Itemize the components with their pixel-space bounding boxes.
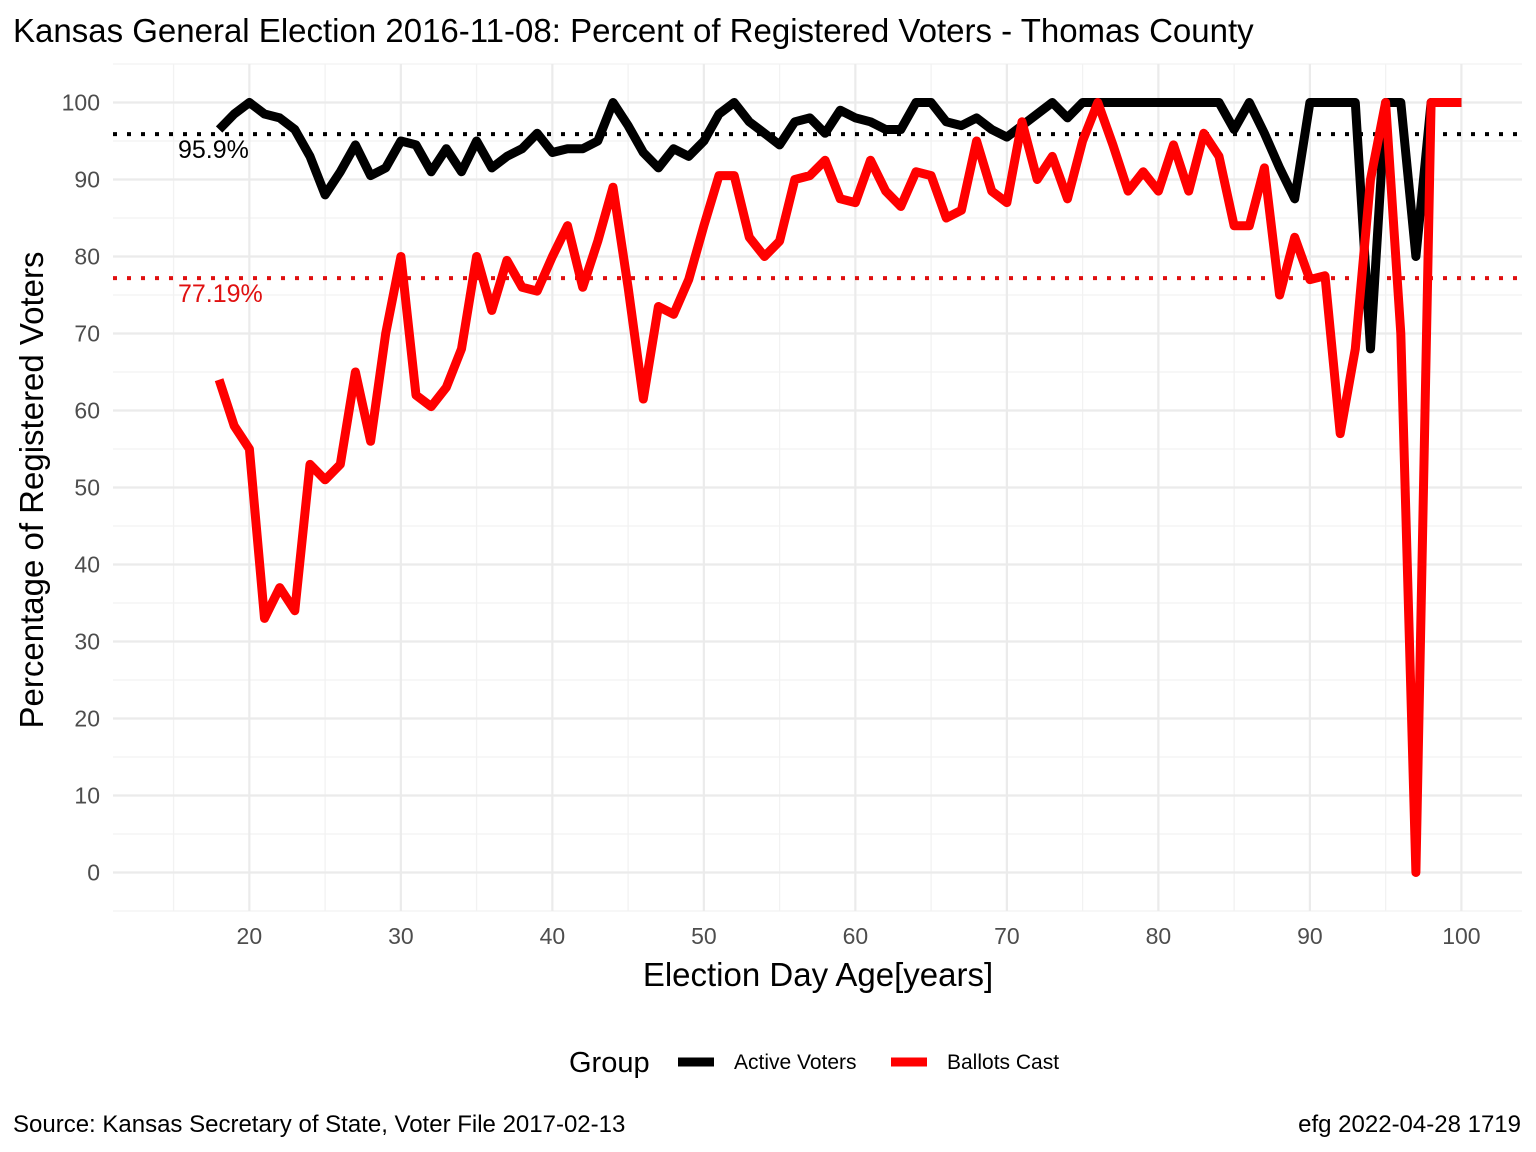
x-tick-label: 90 <box>1297 923 1323 949</box>
credit-caption: efg 2022-04-28 1719 <box>1298 1111 1521 1138</box>
x-tick-label: 100 <box>1442 923 1480 949</box>
x-tick-label: 70 <box>994 923 1020 949</box>
x-tick-label: 80 <box>1146 923 1172 949</box>
x-tick-label: 40 <box>540 923 566 949</box>
y-tick-label: 100 <box>62 90 100 116</box>
legend-label-active-voters: Active Voters <box>734 1051 857 1074</box>
x-axis-title: Election Day Age[years] <box>643 956 993 993</box>
y-tick-label: 50 <box>74 475 100 501</box>
y-tick-label: 20 <box>74 706 100 732</box>
x-tick-label: 60 <box>843 923 869 949</box>
y-axis-title: Percentage of Registered Voters <box>13 252 50 729</box>
legend-label-ballots-cast: Ballots Cast <box>947 1051 1059 1074</box>
legend: Group Active Voters Ballots Cast <box>569 1047 1059 1079</box>
y-tick-label: 40 <box>74 552 100 578</box>
reference-label: 95.9% <box>178 136 249 164</box>
y-tick-label: 90 <box>74 167 100 193</box>
chart-title: Kansas General Election 2016-11-08: Perc… <box>13 12 1254 49</box>
x-tick-label: 30 <box>388 923 414 949</box>
source-caption: Source: Kansas Secretary of State, Voter… <box>13 1111 625 1138</box>
y-tick-label: 10 <box>74 783 100 809</box>
y-tick-label: 30 <box>74 629 100 655</box>
y-tick-label: 60 <box>74 398 100 424</box>
y-axis-ticks: 0 10 20 30 40 50 60 70 80 90 100 <box>62 90 100 886</box>
reference-label: 77.19% <box>178 280 263 308</box>
y-tick-label: 80 <box>74 244 100 270</box>
x-tick-label: 20 <box>237 923 263 949</box>
y-tick-label: 0 <box>87 860 100 886</box>
x-axis-ticks: 20 30 40 50 60 70 80 90 100 <box>237 923 1481 949</box>
y-tick-label: 70 <box>74 321 100 347</box>
legend-title: Group <box>569 1047 650 1079</box>
x-tick-label: 50 <box>691 923 717 949</box>
